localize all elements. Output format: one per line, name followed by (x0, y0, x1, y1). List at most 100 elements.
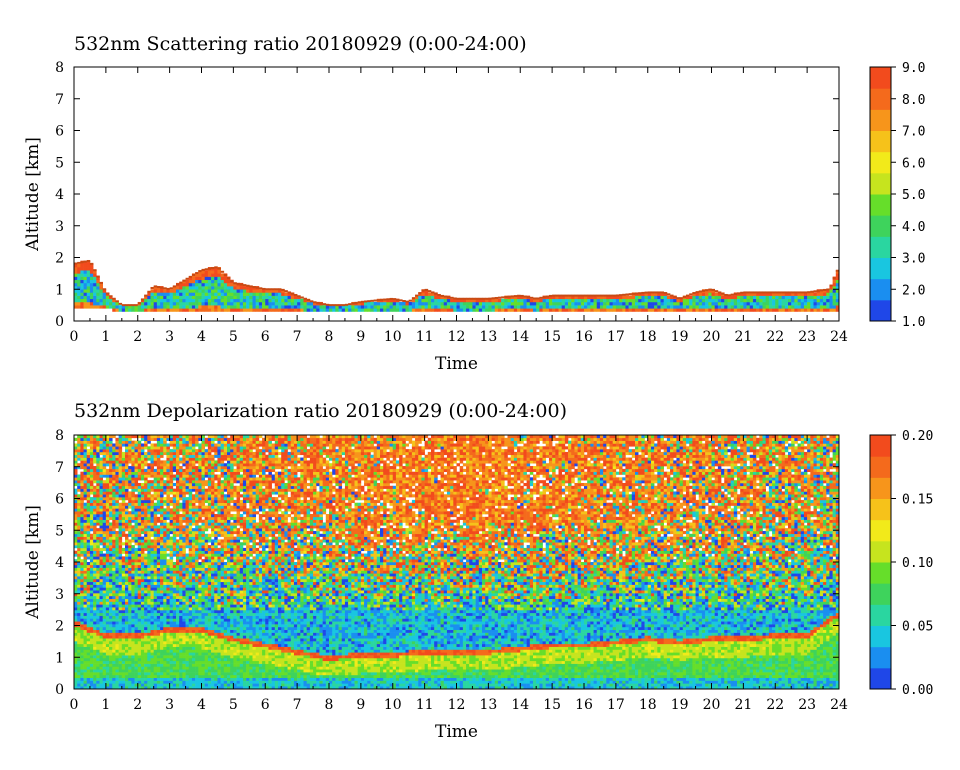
y-axis-label: Altitude [km] (23, 137, 43, 252)
x-tick-label: 11 (416, 697, 434, 713)
colorbar-tick-label: 1.0 (902, 315, 925, 330)
colorbar-tick-label: 0.05 (902, 620, 933, 635)
x-tick-label: 4 (197, 329, 206, 345)
y-tick-label: 0 (55, 682, 64, 698)
y-tick-label: 8 (55, 60, 64, 76)
colorbar-segment (870, 668, 891, 690)
y-tick-label: 0 (55, 314, 64, 330)
colorbar-segment (870, 604, 891, 626)
colorbar-segment (870, 88, 891, 110)
y-tick-label: 3 (55, 219, 64, 235)
colorbar-tick-label: 7.0 (902, 125, 925, 140)
colorbar-segment (870, 647, 891, 669)
y-tick-label: 8 (55, 428, 64, 444)
x-tick-label: 6 (261, 329, 270, 345)
x-tick-label: 13 (479, 697, 497, 713)
x-tick-label: 4 (197, 697, 206, 713)
x-tick-label: 3 (165, 329, 174, 345)
colorbar-tick-label: 0.00 (902, 683, 933, 698)
x-tick-label: 2 (133, 697, 142, 713)
x-tick-label: 1 (101, 697, 110, 713)
x-tick-label: 17 (607, 329, 625, 345)
x-tick-label: 10 (384, 329, 402, 345)
x-tick-label: 21 (734, 329, 752, 345)
x-tick-label: 17 (607, 697, 625, 713)
colorbar-segment (870, 477, 891, 499)
chart-title: 532nm Scattering ratio 20180929 (0:00-24… (74, 33, 527, 55)
x-tick-label: 20 (703, 329, 721, 345)
x-tick-label: 23 (798, 697, 816, 713)
y-tick-label: 1 (55, 282, 64, 298)
x-tick-label: 12 (448, 329, 466, 345)
y-tick-label: 7 (55, 92, 64, 108)
y-tick-label: 2 (55, 619, 64, 635)
depolarization-ratio-panel: 532nm Depolarization ratio 20180929 (0:0… (23, 400, 933, 742)
x-axis-label: Time (435, 354, 478, 374)
x-tick-label: 0 (70, 329, 79, 345)
heatmap-field (74, 435, 839, 689)
x-tick-label: 15 (543, 329, 561, 345)
x-tick-label: 15 (543, 697, 561, 713)
colorbar-tick-label: 0.10 (902, 556, 933, 571)
colorbar-segment (870, 456, 891, 478)
x-tick-label: 5 (229, 697, 238, 713)
colorbar: 1.02.03.04.05.06.07.08.09.0 (870, 61, 925, 330)
x-tick-label: 11 (416, 329, 434, 345)
y-tick-label: 3 (55, 587, 64, 603)
x-tick-label: 3 (165, 697, 174, 713)
colorbar-tick-label: 6.0 (902, 156, 925, 171)
x-tick-label: 14 (511, 329, 529, 345)
x-tick-label: 19 (671, 697, 689, 713)
colorbar: 0.000.050.100.150.20 (870, 429, 933, 698)
y-axis-label: Altitude [km] (23, 505, 43, 620)
colorbar-segment (870, 499, 891, 521)
colorbar-segment (870, 279, 891, 301)
x-tick-label: 13 (479, 329, 497, 345)
colorbar-segment (870, 435, 891, 457)
y-tick-label: 1 (55, 650, 64, 666)
x-tick-label: 0 (70, 697, 79, 713)
colorbar-tick-label: 8.0 (902, 93, 925, 108)
x-tick-label: 9 (356, 697, 365, 713)
x-tick-label: 7 (293, 329, 302, 345)
x-tick-label: 16 (575, 329, 593, 345)
x-tick-label: 14 (511, 697, 529, 713)
x-axis-label: Time (435, 722, 478, 742)
colorbar-segment (870, 626, 891, 648)
colorbar-segment (870, 562, 891, 584)
x-tick-label: 5 (229, 329, 238, 345)
y-tick-label: 4 (55, 555, 64, 571)
x-tick-label: 24 (830, 329, 848, 345)
colorbar-segment (870, 258, 891, 280)
colorbar-segment (870, 67, 891, 89)
colorbar-segment (870, 152, 891, 174)
x-tick-label: 18 (639, 329, 657, 345)
y-tick-label: 6 (55, 124, 64, 140)
colorbar-segment (870, 194, 891, 216)
colorbar-segment (870, 109, 891, 131)
y-tick-label: 7 (55, 460, 64, 476)
colorbar-segment (870, 520, 891, 542)
colorbar-segment (870, 131, 891, 153)
colorbar-tick-label: 4.0 (902, 220, 925, 235)
y-tick-label: 4 (55, 187, 64, 203)
chart-title: 532nm Depolarization ratio 20180929 (0:0… (74, 400, 567, 422)
x-tick-label: 22 (766, 697, 784, 713)
x-tick-label: 1 (101, 329, 110, 345)
colorbar-tick-label: 0.20 (902, 429, 933, 444)
colorbar-segment (870, 236, 891, 258)
colorbar-segment (870, 300, 891, 322)
x-tick-label: 20 (703, 697, 721, 713)
x-tick-label: 2 (133, 329, 142, 345)
colorbar-tick-label: 2.0 (902, 283, 925, 298)
y-tick-label: 6 (55, 492, 64, 508)
colorbar-tick-label: 3.0 (902, 252, 925, 267)
x-tick-label: 8 (325, 329, 334, 345)
x-tick-label: 23 (798, 329, 816, 345)
colorbar-segment (870, 541, 891, 563)
x-tick-label: 8 (325, 697, 334, 713)
colorbar-segment (870, 583, 891, 605)
x-tick-label: 7 (293, 697, 302, 713)
heatmap-field (74, 260, 839, 312)
